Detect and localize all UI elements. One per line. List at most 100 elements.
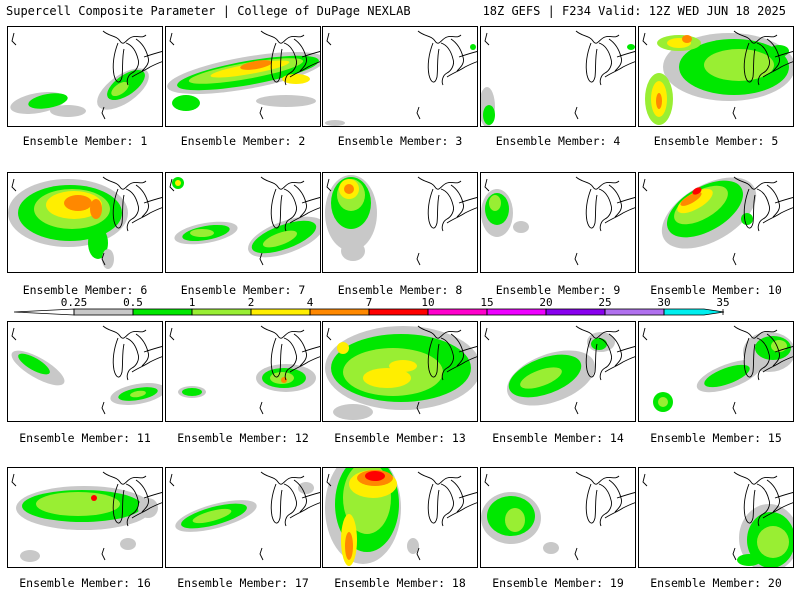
panel-caption: Ensemble Member: 16 [19, 576, 151, 590]
great-lakes-outline [484, 30, 635, 120]
colorbar-segment [191, 308, 252, 316]
great-lakes-outline [326, 471, 477, 561]
great-lakes-outline [484, 176, 635, 266]
panel-caption: Ensemble Member: 19 [492, 576, 624, 590]
valid-time-label: 18Z GEFS | F234 Valid: 12Z WED JUN 18 20… [482, 4, 786, 18]
panel-caption: Ensemble Member: 9 [495, 283, 621, 297]
map-title: Supercell Composite Parameter | College … [6, 4, 411, 18]
colorbar-segment [73, 308, 134, 316]
great-lakes-outline [169, 30, 320, 120]
colorbar-tick-label: 20 [539, 296, 552, 309]
map-field [642, 471, 793, 567]
colorbar-tick-label: 0.25 [61, 296, 88, 309]
panel-caption: Ensemble Member: 17 [177, 576, 309, 590]
scp-contour [704, 49, 774, 81]
map-field [325, 325, 477, 420]
colorbar-segment [604, 308, 665, 316]
colorbar-tick-label: 0.5 [123, 296, 143, 309]
scp-contour [256, 95, 316, 107]
scp-contour [656, 93, 662, 109]
scp-contour [363, 368, 411, 388]
scp-contour [20, 550, 40, 562]
scp-contour [692, 187, 702, 195]
scp-contour [769, 45, 789, 57]
scp-contour [138, 498, 158, 518]
colorbar-left-arrow [13, 308, 75, 316]
scp-contour [704, 364, 750, 388]
colorbar: 0.25 0.5 1 2 4 7 10 15 20 25 30 35 [13, 296, 730, 316]
great-lakes-outline [642, 325, 793, 415]
panel-caption: Ensemble Member: 18 [334, 576, 466, 590]
scp-contour [333, 404, 373, 420]
scp-contour [262, 230, 298, 248]
great-lakes-outline [326, 325, 477, 415]
ensemble-panel-9 [480, 172, 636, 273]
colorbar-tick-label: 1 [189, 296, 196, 309]
great-lakes-outline [642, 176, 793, 266]
ensemble-panel-2 [165, 26, 321, 127]
map-field [481, 30, 635, 126]
ensemble-panel-10 [638, 172, 794, 273]
great-lakes-outline [642, 30, 793, 120]
scp-contour [172, 95, 200, 111]
scp-contour [337, 342, 349, 354]
colorbar-tick-label: 30 [657, 296, 670, 309]
scp-contour [505, 508, 525, 532]
map-field [325, 468, 477, 566]
scp-contour [192, 508, 232, 524]
scp-contour [190, 229, 214, 237]
ensemble-panel-19 [480, 467, 636, 568]
scp-contour [658, 397, 668, 407]
great-lakes-outline [11, 471, 162, 561]
scp-contour [365, 471, 385, 481]
scp-contour [182, 388, 202, 396]
colorbar-segment [368, 308, 429, 316]
ensemble-panel-13 [322, 321, 478, 422]
ensemble-panel-17 [165, 467, 321, 568]
scp-contour [591, 338, 607, 350]
ensemble-panel-7 [165, 172, 321, 273]
ensemble-panel-8 [322, 172, 478, 273]
map-field [167, 30, 320, 120]
scp-contour [240, 60, 272, 70]
map-field [481, 176, 635, 266]
scp-contour [120, 538, 136, 550]
panel-caption: Ensemble Member: 20 [650, 576, 782, 590]
scp-contour [18, 353, 50, 375]
panel-caption: Ensemble Member: 11 [19, 431, 151, 445]
scp-contour [771, 340, 787, 352]
colorbar-segment [309, 308, 370, 316]
map-field [169, 471, 320, 561]
map-field [325, 30, 477, 126]
panel-caption: Ensemble Member: 8 [337, 283, 463, 297]
colorbar-tick-label: 7 [366, 296, 373, 309]
scp-contour [325, 120, 345, 126]
colorbar-segment [663, 308, 725, 316]
panel-caption: Ensemble Member: 2 [180, 134, 306, 148]
great-lakes-outline [326, 30, 477, 120]
ensemble-panel-4 [480, 26, 636, 127]
scp-contour [543, 542, 559, 554]
scp-contour [36, 492, 120, 516]
ensemble-panel-11 [7, 321, 163, 422]
scp-contour [520, 367, 562, 389]
colorbar-segment [545, 308, 606, 316]
panel-caption: Ensemble Member: 12 [177, 431, 309, 445]
scp-contour [28, 93, 68, 109]
ensemble-panel-16 [7, 467, 163, 568]
scp-contour [344, 184, 354, 194]
ensemble-panel-6 [7, 172, 163, 273]
scp-contour [341, 241, 365, 261]
scp-contour [111, 81, 129, 97]
scp-contour [682, 35, 692, 43]
great-lakes-outline [11, 325, 162, 415]
great-lakes-outline [484, 471, 635, 561]
map-field [11, 325, 162, 415]
scp-contour [757, 526, 789, 558]
ensemble-panel-12 [165, 321, 321, 422]
map-field [11, 471, 162, 562]
colorbar-tick-label: 35 [716, 296, 729, 309]
scp-contour [737, 554, 761, 566]
great-lakes-outline [11, 176, 162, 266]
panel-caption: Ensemble Member: 10 [650, 283, 782, 297]
